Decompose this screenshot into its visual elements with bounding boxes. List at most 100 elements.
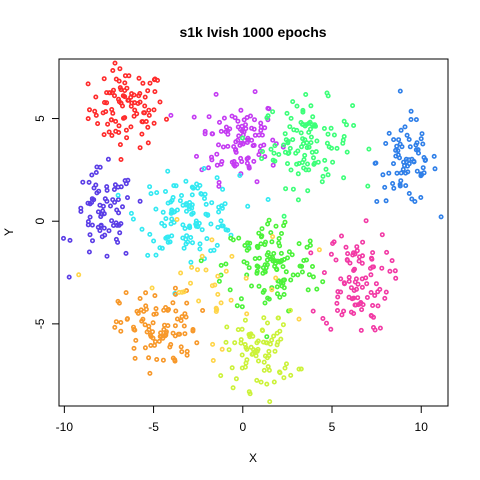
data-point xyxy=(390,161,396,167)
data-point xyxy=(274,291,280,297)
x-tick-label: 10 xyxy=(415,420,429,434)
data-point xyxy=(136,75,142,81)
data-point xyxy=(305,287,311,293)
data-point xyxy=(102,100,108,106)
data-point xyxy=(106,90,112,96)
data-point xyxy=(266,348,272,354)
data-point xyxy=(233,147,239,153)
data-point xyxy=(380,172,386,178)
data-point xyxy=(261,315,267,321)
data-point xyxy=(239,326,245,332)
data-point xyxy=(239,123,245,129)
data-point xyxy=(92,108,98,114)
data-point xyxy=(398,127,404,133)
data-point xyxy=(351,123,357,129)
data-point xyxy=(153,206,159,212)
data-point xyxy=(246,389,252,395)
data-point xyxy=(199,253,205,259)
data-point xyxy=(162,223,168,229)
data-point xyxy=(334,145,340,151)
data-point xyxy=(261,287,267,293)
data-point xyxy=(328,326,334,332)
data-point xyxy=(355,281,361,287)
data-point xyxy=(183,178,189,184)
data-point xyxy=(234,303,240,309)
data-point xyxy=(262,269,268,275)
data-point xyxy=(414,140,420,146)
data-point xyxy=(265,221,271,227)
data-point xyxy=(228,297,234,303)
data-point xyxy=(359,276,365,282)
x-axis: -10 -5 0 5 10 xyxy=(56,406,429,434)
data-point xyxy=(152,76,158,82)
data-point xyxy=(288,277,294,283)
data-point xyxy=(310,308,316,314)
data-point xyxy=(66,274,72,280)
data-point xyxy=(269,287,275,293)
data-point xyxy=(372,292,378,298)
data-point xyxy=(240,135,246,141)
data-point xyxy=(156,338,162,344)
data-point xyxy=(382,295,388,301)
data-point xyxy=(90,238,96,244)
data-point xyxy=(340,137,346,143)
data-point xyxy=(118,221,124,227)
data-point xyxy=(190,185,196,191)
data-point xyxy=(128,124,134,130)
data-point xyxy=(269,255,275,261)
data-point xyxy=(158,330,164,336)
data-point xyxy=(106,129,112,135)
data-point xyxy=(172,323,178,329)
data-point xyxy=(244,346,250,352)
data-point xyxy=(78,205,84,211)
data-point xyxy=(251,158,257,164)
data-point xyxy=(142,345,148,351)
data-point xyxy=(184,233,190,239)
data-point xyxy=(184,300,190,306)
data-point xyxy=(172,285,178,291)
data-point xyxy=(183,241,189,247)
data-point xyxy=(178,344,184,350)
data-point xyxy=(132,107,138,113)
data-point xyxy=(269,285,275,291)
data-point xyxy=(379,232,385,238)
data-point xyxy=(406,191,412,197)
data-point xyxy=(389,258,395,264)
data-point xyxy=(383,198,389,204)
data-point xyxy=(298,120,304,126)
data-point xyxy=(393,153,399,159)
data-point xyxy=(200,307,206,313)
data-point xyxy=(249,283,255,289)
data-point xyxy=(308,103,314,109)
data-point xyxy=(266,367,272,373)
data-point xyxy=(270,137,276,143)
data-point xyxy=(241,117,247,123)
data-point xyxy=(379,265,385,271)
x-tick-label: -5 xyxy=(148,420,159,434)
data-point xyxy=(170,330,176,336)
data-point xyxy=(290,99,296,105)
data-point xyxy=(314,138,320,144)
data-point xyxy=(242,364,248,370)
y-axis: -5 0 5 xyxy=(33,115,59,329)
data-point xyxy=(147,231,153,237)
data-point xyxy=(254,179,260,185)
data-point xyxy=(153,252,159,258)
data-point xyxy=(353,276,359,282)
data-point xyxy=(129,91,135,97)
data-point xyxy=(118,319,124,325)
data-point xyxy=(178,318,184,324)
x-tick-label: 0 xyxy=(239,420,246,434)
data-point xyxy=(262,262,268,268)
data-point xyxy=(184,208,190,214)
data-point xyxy=(295,171,301,177)
data-point xyxy=(347,260,353,266)
data-point xyxy=(415,150,421,156)
data-point xyxy=(125,97,131,103)
data-point xyxy=(272,158,278,164)
data-point xyxy=(146,112,152,118)
data-point xyxy=(130,216,136,222)
data-point xyxy=(267,399,273,405)
data-point xyxy=(330,159,336,165)
data-point xyxy=(178,270,184,276)
